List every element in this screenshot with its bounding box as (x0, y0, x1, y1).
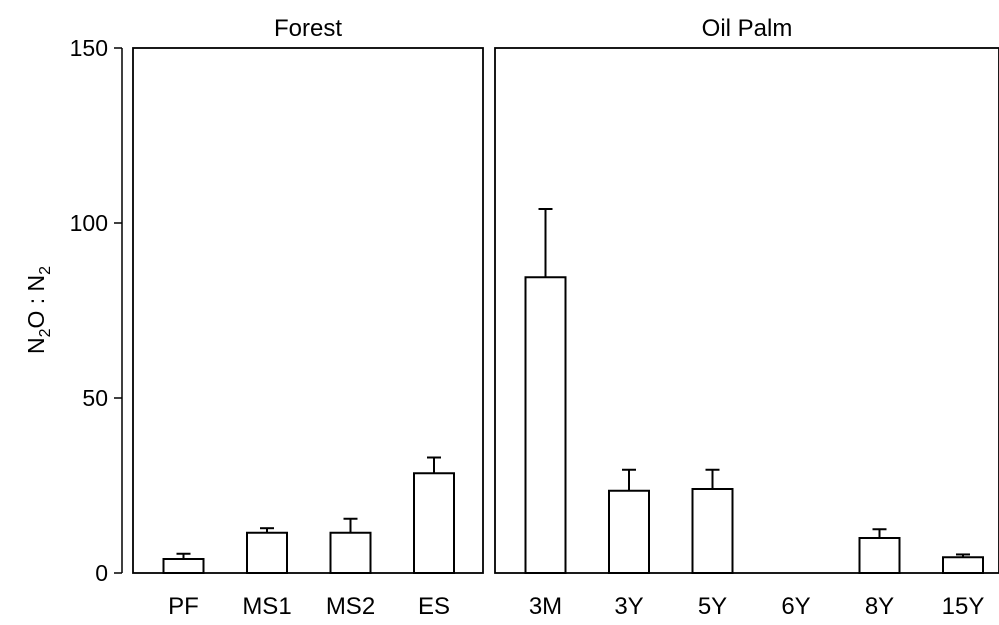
x-tick-label: 5Y (698, 593, 727, 620)
x-tick-label: 6Y (781, 593, 810, 620)
y-tick-label: 0 (95, 560, 108, 586)
bar (942, 556, 984, 574)
x-tick-label: 3Y (614, 593, 643, 620)
panel-frame (494, 47, 999, 574)
bar (246, 531, 288, 574)
panel-title: Forest (274, 15, 342, 42)
y-tick-label: 50 (82, 385, 108, 411)
panel-0: Forest PF MS1 MS2 ES (132, 15, 484, 620)
panel-frame (132, 47, 484, 574)
x-tick-label: ES (418, 593, 450, 620)
x-tick-label: 8Y (865, 593, 894, 620)
y-axis: 0 50 100 150 (70, 35, 123, 586)
bar (162, 558, 205, 574)
x-tick-label: 3M (529, 593, 562, 620)
bar (858, 537, 901, 574)
panels: Forest PF MS1 MS2 ES Oil Palm 3M 3Y 5Y 6Y 8Y 15Y (132, 15, 999, 620)
y-tick-label: 150 (70, 35, 108, 61)
bar (413, 472, 455, 574)
x-tick-label: 15Y (942, 593, 985, 620)
x-tick-label: PF (168, 593, 199, 620)
bar (691, 488, 734, 574)
panel-1: Oil Palm 3M 3Y 5Y 6Y 8Y 15Y (494, 15, 999, 620)
y-tick-label: 100 (70, 210, 108, 236)
bar (329, 531, 372, 574)
x-tick-label: MS2 (326, 593, 375, 620)
panel-title: Oil Palm (702, 15, 793, 42)
bar (608, 489, 650, 574)
y-axis-label: N2O : N2 (23, 266, 54, 354)
bar (524, 276, 567, 574)
x-tick-label: MS1 (242, 593, 291, 620)
